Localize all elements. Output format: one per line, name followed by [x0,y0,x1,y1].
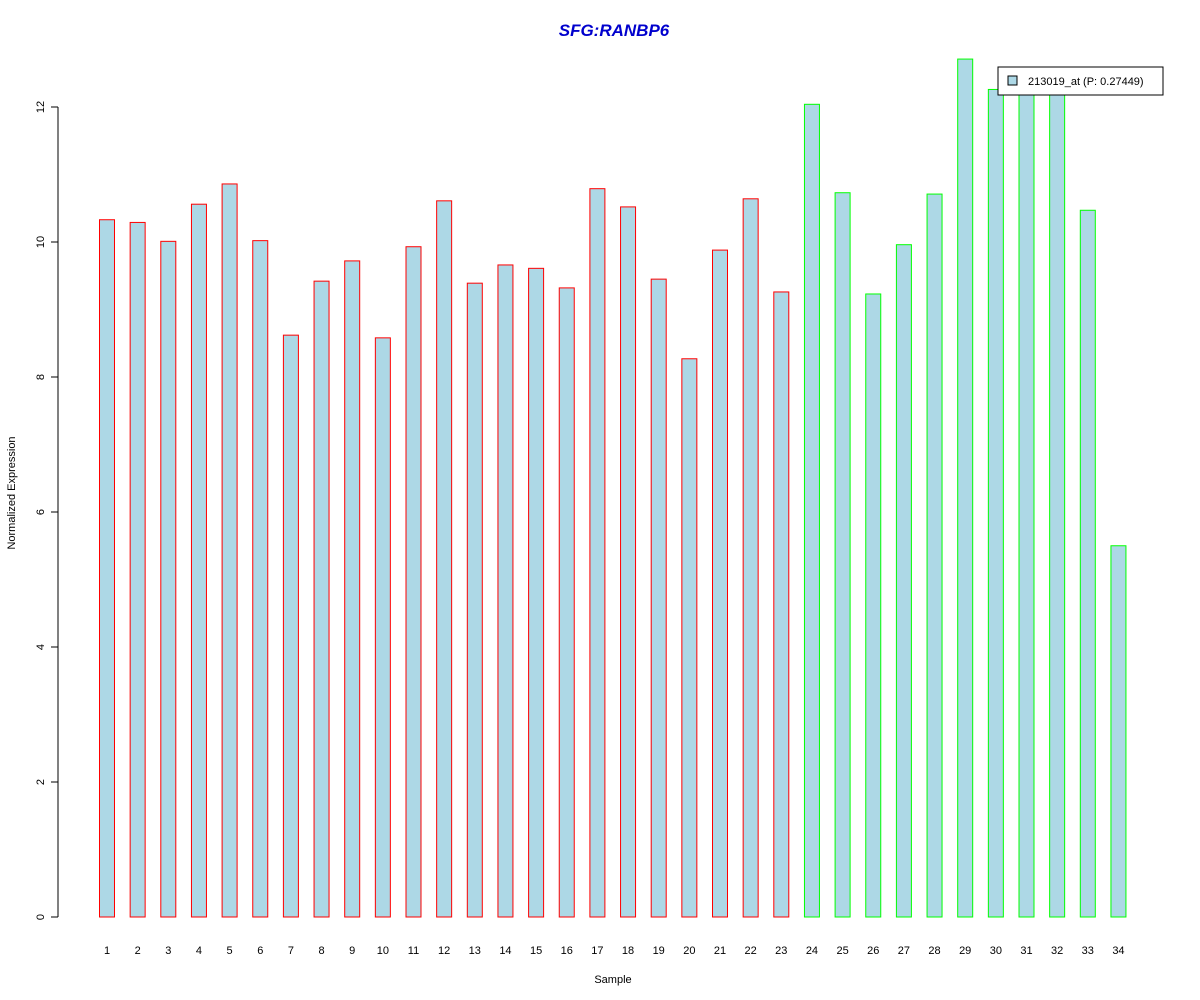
y-axis-tick-label: 2 [35,779,47,785]
bar-sample-30 [987,88,1004,918]
y-axis-tick-label: 8 [35,374,47,380]
x-axis-title: Sample [594,974,631,986]
bar-sample-17 [589,188,606,918]
bar-sample-33 [1079,209,1096,918]
x-axis-tick-label: 8 [318,945,324,957]
x-axis-tick-label: 4 [196,945,202,957]
x-axis-tick-label: 5 [227,945,233,957]
bar-sample-1 [99,219,115,918]
bar-sample-16 [558,287,575,918]
x-axis-tick-label: 13 [469,945,481,957]
x-axis-tick-label: 22 [745,945,757,957]
x-axis-tick-label: 34 [1112,945,1124,957]
bar-sample-2 [129,221,146,918]
bar-sample-25 [834,192,851,918]
x-axis-tick-label: 16 [561,945,573,957]
bar-sample-22 [742,198,759,918]
bar-sample-18 [620,206,637,918]
x-axis-tick-label: 33 [1082,945,1094,957]
x-axis-tick-label: 9 [349,945,355,957]
bar-sample-4 [190,203,207,918]
bar-sample-5 [221,183,238,918]
bar-sample-3 [160,240,177,918]
bars [99,58,1127,918]
x-axis-tick-label: 17 [591,945,603,957]
legend-swatch [1007,75,1018,86]
bar-sample-9 [344,260,361,918]
x-axis-tick-label: 7 [288,945,294,957]
y-axis-title: Normalized Expression [6,436,18,549]
x-axis-tick-label: 18 [622,945,634,957]
x-axis-tick-label: 20 [683,945,695,957]
x-axis-tick-label: 29 [959,945,971,957]
y-axis-tick-label: 12 [35,101,47,113]
x-axis-tick-label: 12 [438,945,450,957]
legend-box [997,66,1164,96]
bar-sample-12 [436,200,453,918]
bar-sample-34 [1110,545,1127,918]
x-axis-tick-label: 24 [806,945,818,957]
y-axis: 0 2 4 6 8 10 12 [35,101,59,920]
bar-sample-11 [405,246,422,918]
x-axis-tick-label: 31 [1020,945,1032,957]
x-axis-tick-label: 3 [165,945,171,957]
x-axis-tick-label: 1 [104,945,110,957]
bar-sample-7 [282,334,299,918]
x-axis-tick-label: 2 [135,945,141,957]
bar-sample-29 [957,58,974,918]
x-axis-tick-label: 26 [867,945,879,957]
y-axis-tick-label: 10 [35,236,47,248]
y-axis-tick-label: 6 [35,509,47,515]
y-axis-tick-label: 4 [35,644,47,650]
bar-sample-15 [528,267,545,918]
x-axis-tick-label: 28 [928,945,940,957]
bar-sample-10 [374,337,391,918]
bar-sample-28 [926,193,943,918]
bar-sample-32 [1049,92,1066,918]
bar-sample-8 [313,280,330,918]
x-axis-tick-label: 32 [1051,945,1063,957]
x-axis-tick-label: 11 [408,945,419,957]
x-axis-tick-labels: 1 2 3 4 5 6 7 8 9 10 11 12 13 14 15 16 17 18 19 20 21 22 23 24 2… [104,945,1125,957]
bar-sample-14 [497,264,514,918]
legend-label: 213019_at (P: 0.27449) [1028,76,1144,88]
bar-sample-31 [1018,92,1035,918]
chart-title: SFG:RANBP6 [559,21,670,40]
x-axis-tick-label: 10 [377,945,389,957]
x-axis-tick-label: 15 [530,945,542,957]
bar-sample-24 [803,103,820,918]
x-axis-tick-label: 23 [775,945,787,957]
x-axis-tick-label: 30 [990,945,1002,957]
bar-sample-6 [252,240,269,918]
bar-sample-23 [773,291,790,918]
x-axis-tick-label: 14 [499,945,511,957]
y-axis-tick-label: 0 [35,914,47,920]
x-axis-tick-label: 19 [653,945,665,957]
bar-sample-21 [712,249,728,918]
x-axis-tick-label: 6 [257,945,263,957]
bar-sample-20 [681,358,698,918]
bar-sample-19 [650,278,667,918]
x-axis-tick-label: 21 [714,945,726,957]
bar-sample-26 [865,293,882,918]
bar-sample-27 [895,244,912,918]
legend: 213019_at (P: 0.27449) [997,66,1164,96]
x-axis-tick-label: 25 [836,945,848,957]
bar-sample-13 [466,282,483,918]
x-axis-tick-label: 27 [898,945,910,957]
